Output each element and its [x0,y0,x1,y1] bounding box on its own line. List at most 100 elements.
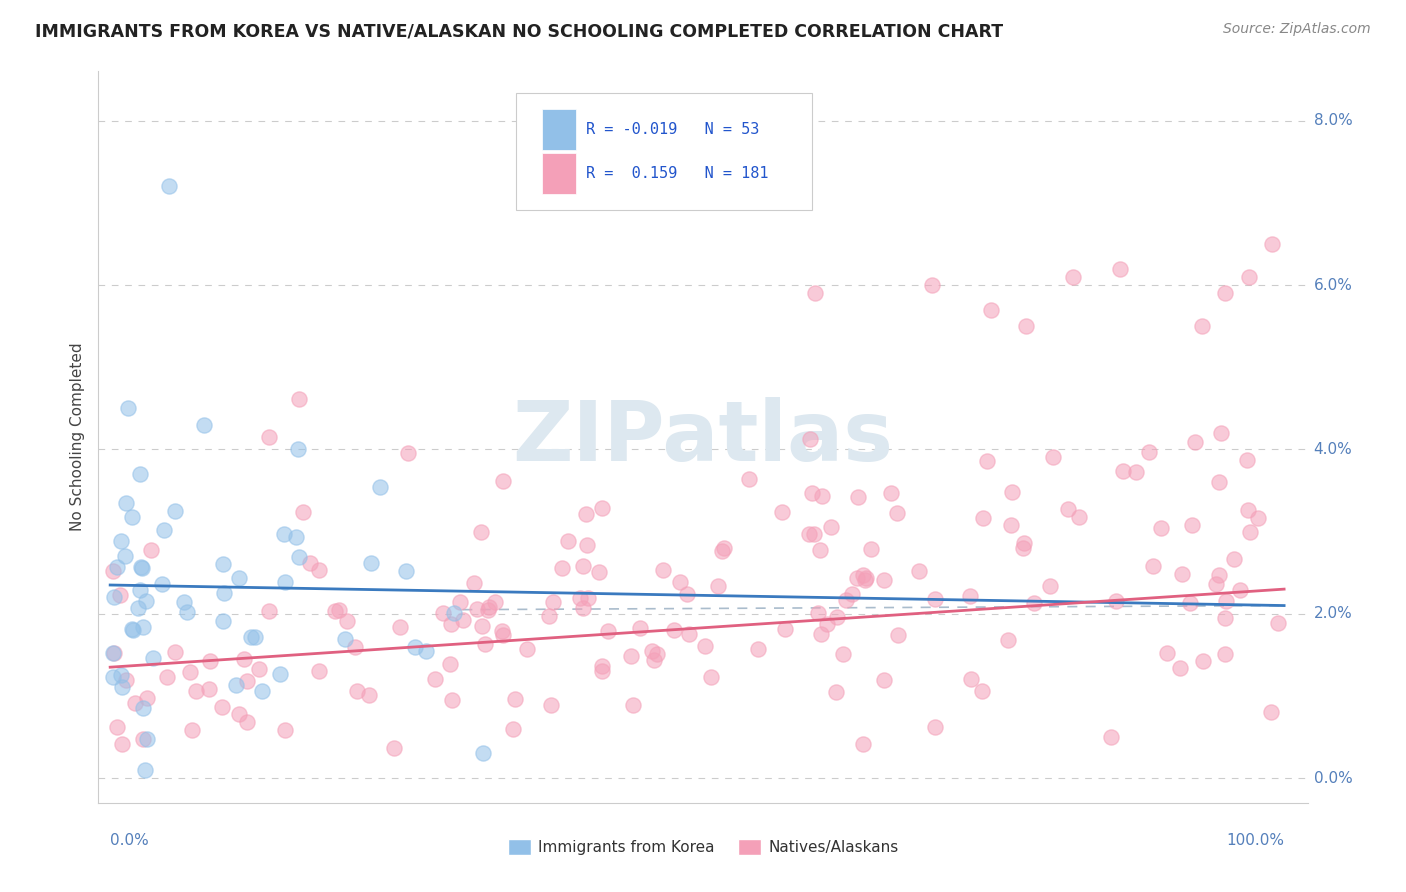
Point [323,604,346,618]
Point [336,614,359,628]
Point [439,657,461,671]
Point [127,601,149,615]
Point [1105,593,1128,607]
Point [211,557,233,571]
Point [1208,568,1230,582]
Point [471,619,494,633]
Point [1149,521,1171,535]
Point [820,520,842,534]
Point [924,591,946,606]
Point [572,559,595,574]
Text: 6.0%: 6.0% [1313,277,1353,293]
Point [827,610,849,624]
Point [103,646,125,660]
Point [124,696,146,710]
Point [235,673,257,688]
Point [700,670,723,684]
Point [807,606,830,620]
Point [128,582,150,597]
Point [1267,615,1289,630]
Point [257,603,280,617]
Point [803,286,825,301]
Point [471,746,494,760]
Point [292,505,315,519]
Point [591,664,613,678]
Point [873,573,896,587]
Point [848,490,870,504]
Point [287,442,309,457]
Point [211,699,233,714]
Point [114,549,136,563]
Point [588,565,610,579]
Point [747,642,769,657]
Point [1111,464,1133,478]
Point [388,620,411,634]
Point [285,530,308,544]
Text: 8.0%: 8.0% [1313,113,1353,128]
Point [1237,269,1260,284]
Point [110,668,132,682]
Point [1142,559,1164,574]
Point [108,588,131,602]
Legend: Immigrants from Korea, Natives/Alaskans: Immigrants from Korea, Natives/Alaskans [502,833,904,861]
Point [198,654,221,668]
Point [415,644,437,658]
Point [713,541,735,555]
Point [328,603,350,617]
Point [396,446,419,460]
Point [228,706,250,721]
Point [335,632,357,647]
Point [360,556,382,570]
Point [1208,475,1230,489]
Point [1125,465,1147,479]
Point [129,559,152,574]
Point [173,595,195,609]
Point [576,591,599,606]
Point [135,690,157,705]
Point [575,538,598,552]
Bar [543,110,576,150]
Point [773,622,796,636]
Text: ZIPatlas: ZIPatlas [513,397,893,477]
Point [799,432,821,446]
Point [503,692,526,706]
Point [678,626,700,640]
Point [440,617,463,632]
Point [135,594,157,608]
Point [198,682,221,697]
Point [972,511,994,525]
Point [114,673,136,687]
Point [1156,646,1178,660]
Point [980,302,1002,317]
Point [711,543,734,558]
Point [117,401,139,416]
Point [368,480,391,494]
Point [797,527,820,541]
Point [575,508,598,522]
Point [470,525,492,540]
Point [141,542,163,557]
Point [1223,552,1246,566]
Point [225,678,247,692]
Point [675,587,697,601]
Point [432,606,454,620]
Point [1067,510,1090,524]
Point [1012,541,1035,556]
Point [1237,503,1260,517]
Text: R = -0.019   N = 53: R = -0.019 N = 53 [586,122,759,137]
Point [1213,611,1236,625]
Point [1205,577,1227,591]
Point [121,510,143,524]
Point [111,737,134,751]
Point [395,564,418,578]
Point [887,628,910,642]
Point [132,620,155,634]
Point [136,732,159,747]
Point [1057,502,1080,516]
Point [288,392,311,406]
FancyBboxPatch shape [516,94,811,211]
Point [810,627,832,641]
Point [1015,319,1038,334]
Point [1170,567,1192,582]
Point [643,653,665,667]
